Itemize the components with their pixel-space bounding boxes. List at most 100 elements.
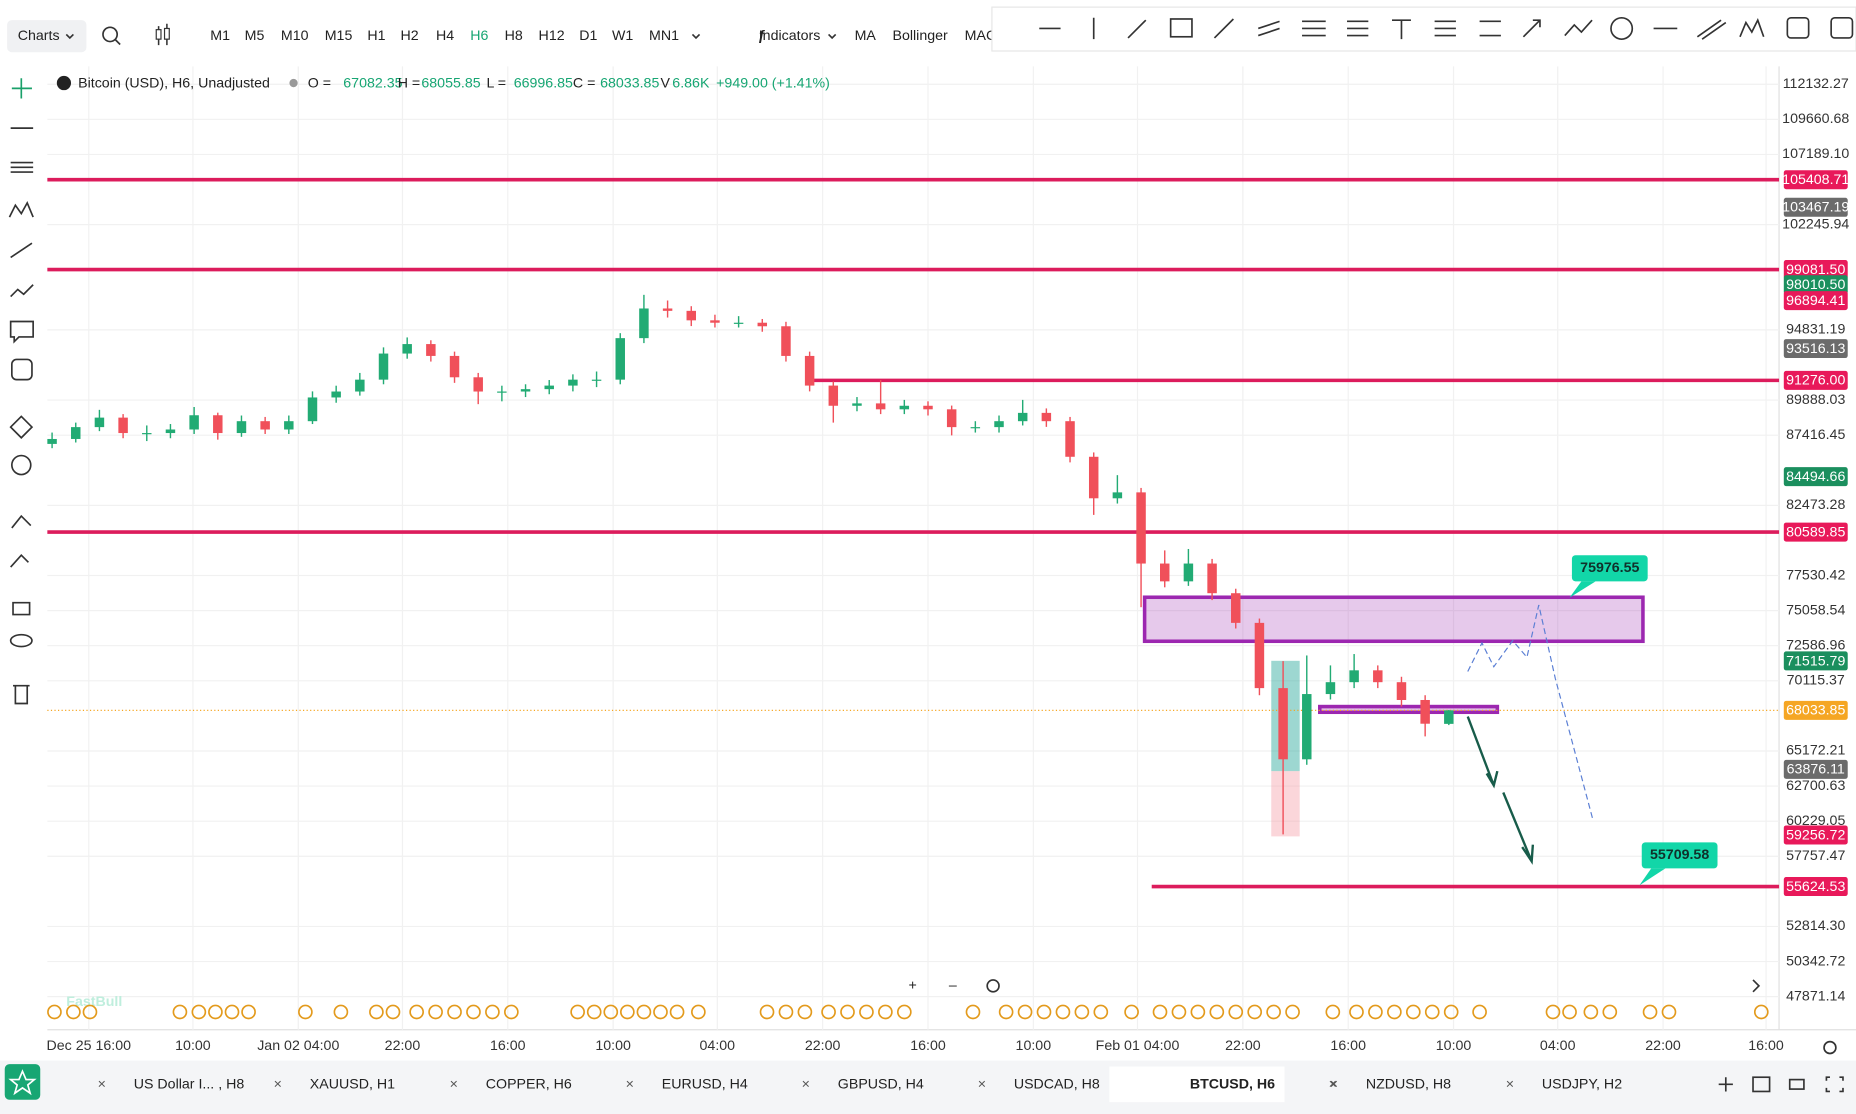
study[interactable]: MA	[855, 28, 877, 44]
event-icon[interactable]	[965, 1004, 981, 1020]
event-icon[interactable]	[797, 1004, 813, 1020]
event-icon[interactable]	[821, 1004, 836, 1020]
study[interactable]: Bollinger	[892, 28, 948, 44]
tool-lines[interactable]	[1039, 17, 1147, 40]
reset-zoom[interactable]	[986, 979, 1000, 993]
event-icon[interactable]	[47, 1004, 62, 1020]
study[interactable]: MAC	[965, 28, 997, 44]
event-icon[interactable]	[1209, 1004, 1225, 1020]
tab-close[interactable]: ×	[978, 1077, 986, 1093]
event-icon[interactable]	[1545, 1004, 1561, 1020]
timeframe[interactable]: W1	[612, 28, 633, 44]
event-icon[interactable]	[586, 1004, 602, 1020]
tab[interactable]: GBPUSD, H4	[838, 1077, 924, 1093]
indicators-button[interactable]: Indicators	[759, 28, 821, 44]
event-icon[interactable]	[1472, 1004, 1487, 1020]
event-icon[interactable]	[691, 1004, 706, 1020]
zoom-in[interactable]: +	[908, 978, 916, 994]
tab-close[interactable]: ×	[274, 1077, 282, 1093]
tool-arrow[interactable]	[1522, 19, 1593, 38]
event-icon[interactable]	[840, 1004, 855, 1020]
event-icon[interactable]	[878, 1004, 893, 1020]
event-icon[interactable]	[1368, 1004, 1383, 1020]
event-icon[interactable]	[224, 1004, 240, 1020]
event-icon[interactable]	[1661, 1004, 1677, 1020]
tool-price[interactable]	[1786, 16, 1810, 39]
magnet-tools[interactable]	[10, 514, 32, 616]
crosshair-tool[interactable]	[11, 78, 32, 99]
event-icon[interactable]	[428, 1004, 443, 1020]
tab-close[interactable]: ×	[450, 1077, 458, 1093]
tab[interactable]: US Dollar I... , H8	[134, 1077, 245, 1093]
add-tab[interactable]	[1718, 1077, 1733, 1092]
event-icon[interactable]	[896, 1004, 912, 1020]
tab-close[interactable]: ×	[1329, 1077, 1337, 1093]
timeframe[interactable]: H1	[367, 28, 385, 44]
tab[interactable]: BTCUSD, H6	[1190, 1077, 1275, 1093]
window-icon[interactable]	[1788, 1078, 1805, 1090]
event-icon[interactable]	[409, 1004, 424, 1020]
timeframe[interactable]: MN1	[649, 28, 679, 44]
tool-circle[interactable]	[1610, 16, 1634, 40]
eye-tool[interactable]	[9, 633, 33, 648]
tool-fib[interactable]	[1213, 18, 1369, 39]
event-icon[interactable]	[1443, 1004, 1459, 1020]
event-icon[interactable]	[1093, 1004, 1109, 1020]
event-icon[interactable]	[570, 1004, 585, 1020]
tab[interactable]: XAUUSD, H1	[310, 1077, 395, 1093]
search-icon[interactable]	[102, 26, 119, 43]
zoom-out[interactable]: –	[949, 978, 957, 994]
tab-close[interactable]: ×	[802, 1077, 810, 1093]
event-icon[interactable]	[778, 1004, 794, 1020]
event-icon[interactable]	[1285, 1004, 1300, 1020]
timeframe[interactable]: H6	[470, 28, 488, 44]
event-icon[interactable]	[66, 1004, 81, 1020]
tab[interactable]: NZDUSD, H8	[1366, 1077, 1451, 1093]
settings-icon[interactable]	[1823, 1040, 1837, 1055]
event-icon[interactable]	[1424, 1004, 1440, 1020]
trash-tool[interactable]	[13, 684, 30, 705]
tab[interactable]: EURUSD, H4	[662, 1077, 748, 1093]
event-icon[interactable]	[669, 1004, 685, 1020]
event-icon[interactable]	[998, 1004, 1014, 1020]
event-icon[interactable]	[333, 1004, 349, 1020]
event-icon[interactable]	[1642, 1004, 1658, 1020]
favorites[interactable]	[4, 1064, 41, 1100]
event-icon[interactable]	[1266, 1004, 1281, 1020]
tools[interactable]	[8, 127, 34, 344]
timeframe[interactable]: H2	[400, 28, 418, 44]
event-icon[interactable]	[1387, 1004, 1402, 1020]
tool-text[interactable]	[1392, 19, 1501, 40]
event-icon[interactable]	[369, 1004, 384, 1020]
event-icon[interactable]	[1124, 1004, 1139, 1020]
tool-note[interactable]	[1830, 16, 1854, 39]
tool-misc[interactable]	[1653, 18, 1765, 40]
event-icon[interactable]	[1405, 1004, 1421, 1020]
event-icon[interactable]	[1228, 1004, 1244, 1020]
event-icon[interactable]	[653, 1004, 668, 1020]
timeframe[interactable]: M10	[281, 28, 309, 44]
tool-rect[interactable]	[1169, 18, 1193, 38]
event-icon[interactable]	[1190, 1004, 1206, 1020]
event-icon[interactable]	[191, 1004, 207, 1020]
event-icon[interactable]	[208, 1004, 223, 1020]
tab-close[interactable]: ×	[98, 1077, 106, 1093]
tab-close[interactable]: ×	[1506, 1077, 1514, 1093]
layout-icon[interactable]	[1752, 1076, 1771, 1093]
charts-button[interactable]	[7, 20, 87, 53]
timeframe[interactable]: M5	[245, 28, 265, 44]
tab[interactable]: USDCAD, H8	[1014, 1077, 1100, 1093]
timeframe[interactable]: M15	[325, 28, 353, 44]
charts-menu[interactable]: Charts	[18, 28, 60, 44]
event-icon[interactable]	[485, 1004, 500, 1020]
event-icon[interactable]	[1602, 1004, 1618, 1020]
event-icon[interactable]	[759, 1004, 775, 1020]
event-icon[interactable]	[241, 1004, 256, 1020]
event-icon[interactable]	[1171, 1004, 1187, 1020]
event-icon[interactable]	[466, 1004, 481, 1020]
event-icon[interactable]	[1562, 1004, 1577, 1020]
timeframe[interactable]: H12	[539, 28, 565, 44]
event-icon[interactable]	[636, 1004, 652, 1020]
event-icon[interactable]	[1055, 1004, 1071, 1020]
sticker-tool[interactable]	[11, 358, 33, 381]
